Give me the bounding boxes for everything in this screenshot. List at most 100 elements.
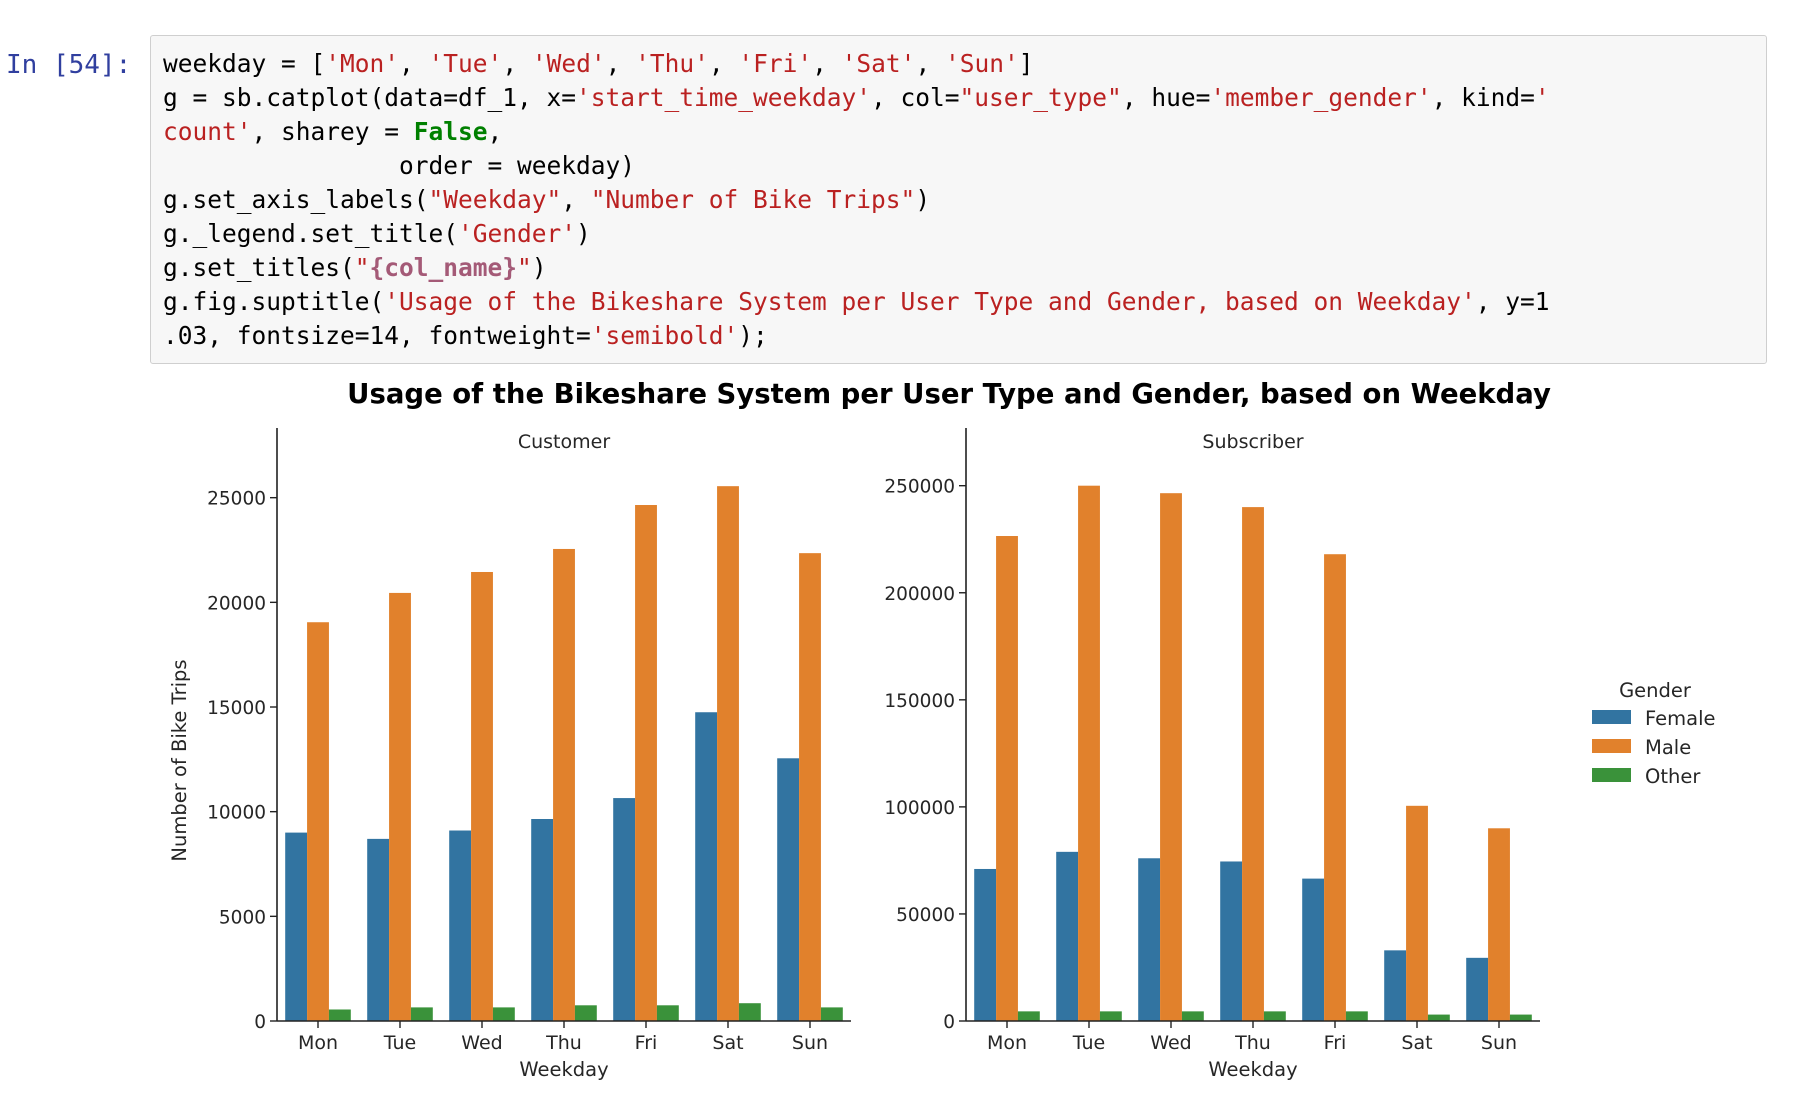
legend-label-female: Female: [1645, 707, 1716, 730]
legend-swatch-male: [1592, 739, 1631, 753]
code-line: .03, fontsize=14, fontweight='semibold')…: [163, 321, 768, 350]
code-token: , y=1: [1475, 287, 1550, 316]
bar-male-fri: [1324, 554, 1346, 1021]
x-tick-label: Thu: [545, 1032, 582, 1054]
x-tick-label: Sat: [1401, 1032, 1432, 1054]
code-token: ]: [1018, 49, 1034, 78]
bar-male-tue: [1078, 485, 1100, 1021]
code-line: weekday = ['Mon', 'Tue', 'Wed', 'Thu', '…: [163, 49, 1033, 78]
bar-other-sat: [1427, 1014, 1450, 1021]
x-tick-label: Mon: [298, 1032, 338, 1054]
bar-male-mon: [996, 536, 1018, 1021]
bar-other-wed: [492, 1007, 515, 1021]
bar-female-mon: [285, 832, 308, 1021]
code-token: ,: [487, 117, 503, 146]
panel-customer: Customer 0 5000 10000 15000 20000 25000 Mon Tue W…: [168, 428, 851, 1081]
code-token: g = sb.catplot(data=df_1, x=: [163, 83, 577, 112]
bar-female-fri: [1302, 878, 1325, 1021]
code-token: "user_type": [959, 83, 1122, 112]
y-tick-label: 100000: [884, 798, 955, 819]
code-token: ": [354, 253, 370, 282]
code-token: );: [738, 321, 768, 350]
code-token: g.set_axis_labels(: [163, 185, 429, 214]
bar-male-mon: [307, 622, 329, 1021]
panel-title: Customer: [518, 431, 610, 453]
bar-other-sun: [1509, 1014, 1532, 1021]
code-token: 'Sat': [841, 49, 916, 78]
code-token: g._legend.set_title(: [163, 219, 459, 248]
x-axis-label: Weekday: [1208, 1058, 1297, 1081]
x-tick-label: Thu: [1234, 1032, 1271, 1054]
legend-title: Gender: [1619, 679, 1692, 702]
bar-male-sat: [1406, 805, 1428, 1021]
code-token: ,: [915, 49, 945, 78]
code-token: ,: [605, 49, 636, 78]
bar-male-wed: [471, 571, 493, 1021]
code-text: weekday = ['Mon', 'Tue', 'Wed', 'Thu', '…: [163, 47, 1550, 353]
x-tick-label: Fri: [1324, 1032, 1347, 1054]
bar-male-fri: [635, 505, 657, 1021]
code-token: ,: [812, 49, 842, 78]
bar-male-tue: [389, 592, 411, 1021]
code-token: 'Mon': [325, 49, 400, 78]
code-token: weekday = [: [163, 49, 326, 78]
y-tick-label: 0: [254, 1012, 266, 1033]
code-token: ": [517, 253, 532, 282]
code-token: 'Usage of the Bikeshare System per User …: [384, 287, 1476, 316]
x-tick-label: Mon: [987, 1032, 1027, 1054]
y-tick-label: 250000: [884, 477, 955, 498]
bar-female-thu: [1220, 861, 1243, 1021]
bar-other-fri: [656, 1005, 679, 1021]
code-token: 'Thu': [635, 49, 709, 78]
code-line: g = sb.catplot(data=df_1, x='start_time_…: [163, 83, 1550, 112]
bar-male-sun: [799, 553, 821, 1021]
bar-female-thu: [531, 819, 554, 1021]
y-tick-label: 5000: [219, 907, 266, 928]
bar-female-sun: [777, 758, 800, 1021]
code-token: order = weekday): [163, 151, 636, 180]
code-token: ,: [708, 49, 739, 78]
code-token: 'member_gender': [1210, 83, 1432, 112]
x-tick-label: Sat: [712, 1032, 743, 1054]
y-tick-label: 20000: [207, 593, 266, 614]
code-token: 'start_time_weekday': [576, 83, 872, 112]
code-token: "Number of Bike Trips": [590, 185, 916, 214]
code-token: g.set_titles(: [163, 253, 355, 282]
x-tick-label: Wed: [461, 1032, 502, 1054]
bar-other-mon: [328, 1009, 351, 1021]
code-token: 'Tue': [428, 49, 503, 78]
code-token: ): [576, 219, 591, 248]
bar-female-sat: [1384, 950, 1407, 1021]
bar-other-thu: [1263, 1011, 1286, 1021]
code-token: 'semibold': [590, 321, 739, 350]
bar-female-wed: [1138, 858, 1161, 1021]
code-line: g.set_axis_labels("Weekday", "Number of …: [163, 185, 930, 214]
code-token: ': [1534, 83, 1550, 112]
code-token: ,: [399, 49, 429, 78]
bar-female-fri: [613, 798, 636, 1021]
code-token: {col_name}: [369, 253, 518, 282]
x-tick-label: Tue: [383, 1032, 416, 1054]
code-line: g.fig.suptitle('Usage of the Bikeshare S…: [163, 287, 1550, 316]
bar-other-tue: [410, 1007, 433, 1021]
x-tick-label: Fri: [635, 1032, 658, 1054]
input-prompt: In [54]:: [6, 50, 132, 80]
code-line: g._legend.set_title('Gender'): [163, 219, 591, 248]
code-line: count', sharey = False,: [163, 117, 502, 146]
bar-female-tue: [1056, 851, 1079, 1021]
bar-female-sat: [695, 712, 718, 1021]
bar-other-sun: [820, 1007, 843, 1021]
bar-female-wed: [449, 830, 472, 1021]
bar-female-tue: [367, 838, 390, 1021]
code-cell-editor[interactable]: weekday = ['Mon', 'Tue', 'Wed', 'Thu', '…: [150, 35, 1767, 364]
figure-title: Usage of the Bikeshare System per User T…: [347, 378, 1551, 410]
legend: Gender Female Male Other: [1592, 679, 1716, 788]
code-token: count': [163, 117, 252, 146]
code-token: , col=: [871, 83, 960, 112]
cell-output: Usage of the Bikeshare System per User T…: [0, 370, 1820, 1116]
y-tick-label: 10000: [207, 803, 266, 824]
code-line: g.set_titles("{col_name}"): [163, 253, 547, 282]
code-token: 'Wed': [531, 49, 606, 78]
code-token: ,: [561, 185, 591, 214]
x-axis-label: Weekday: [519, 1058, 608, 1081]
